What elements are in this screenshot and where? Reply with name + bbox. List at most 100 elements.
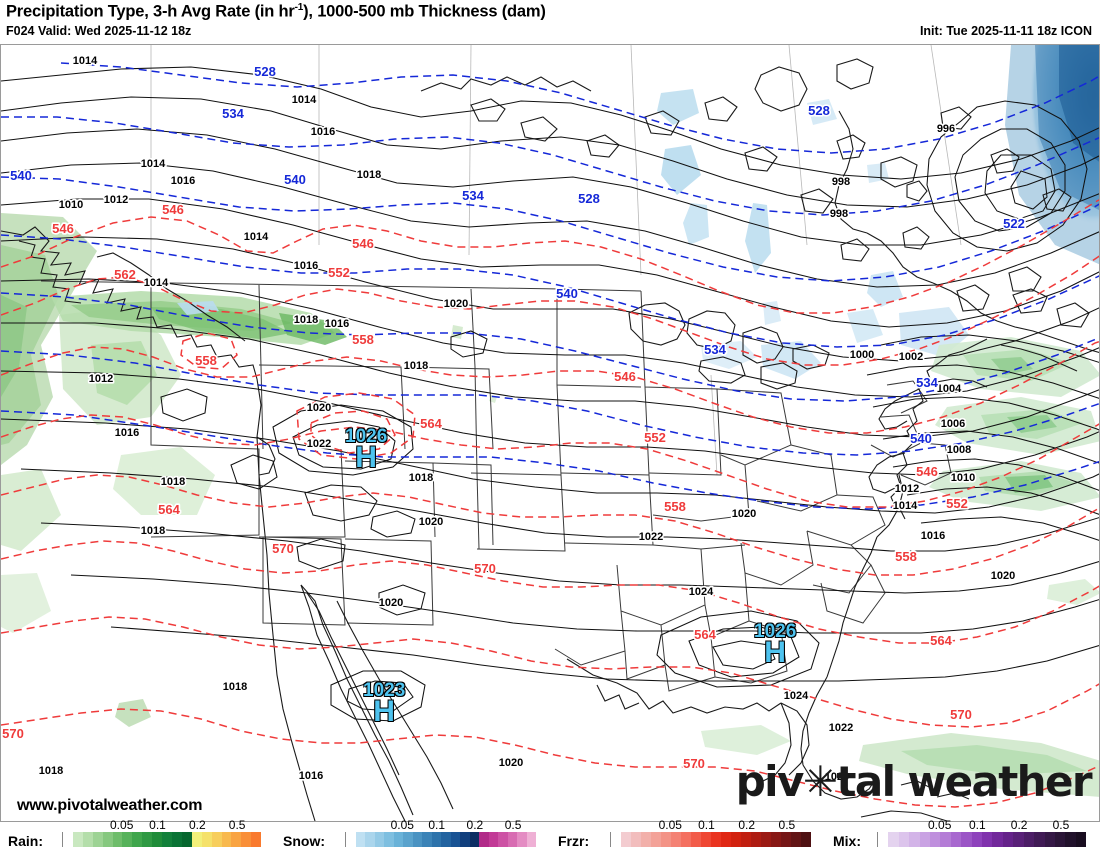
- legend-swatch: [479, 832, 489, 847]
- isobar-label: 1020: [444, 298, 468, 310]
- thickness-label-blue: 522: [1003, 216, 1025, 231]
- legend-tick-label: 0.2: [1010, 818, 1028, 832]
- legend-swatch: [526, 832, 536, 847]
- star-icon: ✳: [802, 757, 838, 806]
- isobar-label: 1018: [357, 169, 381, 181]
- legend-swatch: [751, 832, 761, 847]
- isobar-label: 1020: [307, 402, 331, 414]
- isobar-label: 1014: [893, 500, 918, 512]
- thickness-label-red: 558: [352, 332, 374, 347]
- legend-swatch: [122, 832, 133, 847]
- legend-swatch: [384, 832, 394, 847]
- thickness-blue-label-group: 528 534 540 534 528 528 540 534 522 534 540 540: [9, 62, 1027, 447]
- isobar-contours: [1, 66, 1099, 722]
- legend-colorbar-rain[interactable]: [62, 832, 262, 847]
- isobar-label: 1018: [39, 765, 63, 777]
- thickness-label-red: 570: [683, 756, 705, 771]
- isobar-label: 1018: [161, 476, 185, 488]
- isobar-label: 1014: [73, 55, 98, 67]
- thickness-label-red: 564: [930, 633, 952, 648]
- legend-swatch: [691, 832, 701, 847]
- legend-tick-label: 0.5: [1052, 818, 1070, 832]
- legend-swatch: [431, 832, 441, 847]
- legend-tick-label: 0.2: [188, 818, 206, 832]
- isobar-label: 1022: [307, 438, 331, 450]
- legend-colorbar-mix[interactable]: [877, 832, 1087, 847]
- isobar-label: 1014: [244, 231, 269, 243]
- isobar-label: 1010: [951, 472, 975, 484]
- isobar-label: 998: [832, 176, 850, 188]
- legend-colorbar-snow[interactable]: [345, 832, 536, 847]
- forecast-valid-time: F024 Valid: Wed 2025-11-12 18z: [6, 24, 192, 38]
- isobar-label: 1016: [294, 260, 318, 272]
- thickness-label-blue: 540: [556, 286, 578, 301]
- legend-label-frzr: Frzr:: [558, 833, 590, 849]
- legend-swatch: [1075, 832, 1087, 847]
- legend-swatch: [374, 832, 384, 847]
- thickness-label-blue: 540: [910, 431, 932, 446]
- thickness-label-blue: 528: [578, 191, 600, 206]
- legend-swatch: [1044, 832, 1055, 847]
- thickness-label-red: 570: [474, 561, 496, 576]
- legend-swatch: [365, 832, 375, 847]
- legend-swatch: [355, 832, 365, 847]
- legend-ticks-mix: 0.05 0.1 0.2 0.5: [877, 818, 1086, 832]
- thickness-label-blue: 528: [254, 64, 276, 79]
- legend-swatch: [181, 832, 192, 847]
- isobar-label: 1016: [311, 126, 335, 138]
- legend-swatch: [888, 832, 899, 847]
- legend-swatch: [681, 832, 691, 847]
- isobar-label: 1016: [115, 427, 139, 439]
- legend-swatch: [152, 832, 163, 847]
- legend-swatch: [412, 832, 422, 847]
- isobar-label-group: 1014 1014 1016 1014 1016 1018 1010 1012 1014 1014…: [37, 53, 1017, 784]
- map-graphics: [1, 45, 1099, 821]
- thickness-label-red: 570: [2, 726, 24, 741]
- legend-swatch: [488, 832, 498, 847]
- map-canvas[interactable]: 1014 1014 1016 1014 1016 1018 1010 1012 1014 1014…: [0, 44, 1100, 822]
- legend-swatch: [403, 832, 413, 847]
- legend-swatch: [201, 832, 212, 847]
- isobar-label: 1018: [404, 360, 428, 372]
- thickness-label-red: 558: [195, 353, 217, 368]
- legend-swatch: [711, 832, 721, 847]
- legend-swatch: [251, 832, 262, 847]
- legend-swatch: [1034, 832, 1045, 847]
- isobar-label: 1008: [947, 444, 971, 456]
- legend-tick-label: 0.05: [110, 818, 134, 832]
- legend-swatch: [393, 832, 403, 847]
- isobar-label: 1020: [499, 757, 523, 769]
- brand-watermark: piv✳tal weather: [736, 757, 1093, 806]
- thickness-label-red: 562: [114, 267, 136, 282]
- legend-swatch: [498, 832, 508, 847]
- legend-label-snow: Snow:: [283, 833, 325, 849]
- legend-swatch: [940, 832, 951, 847]
- legend-swatch: [781, 832, 791, 847]
- legend-swatch: [641, 832, 651, 847]
- thickness-label-red: 564: [420, 416, 442, 431]
- legend-swatch: [162, 832, 172, 847]
- legend-swatch: [992, 832, 1003, 847]
- legend-swatch: [1065, 832, 1076, 847]
- legend-colorbar-frzr[interactable]: [610, 832, 811, 847]
- legend-tick-label: 0.1: [698, 818, 715, 832]
- map-header: Precipitation Type, 3-h Avg Rate (in hr-…: [0, 0, 1100, 44]
- legend-swatch: [450, 832, 460, 847]
- legend-swatch: [950, 832, 962, 847]
- isobar-label: 1018: [223, 681, 247, 693]
- thickness-label-red: 570: [950, 707, 972, 722]
- legend-swatch: [801, 832, 811, 847]
- legend-group-frzr: Frzr: 0.05 0.1 0.2 0.5: [550, 818, 825, 850]
- coastlines: [1, 58, 1099, 821]
- isobar-label: 1012: [895, 483, 919, 495]
- legend-swatch: [771, 832, 781, 847]
- legend-swatch: [930, 832, 941, 847]
- thickness-label-red: 546: [352, 236, 374, 251]
- legend-swatch: [898, 832, 910, 847]
- title-main: Precipitation Type, 3-h Avg Rate (in hr: [6, 2, 295, 21]
- legend-swatch: [441, 832, 451, 847]
- legend-tick-label: 0.2: [466, 818, 484, 832]
- thickness-red-label-group: 5465465625465525585585465525645585645705…: [1, 200, 973, 772]
- legend-swatch: [102, 832, 113, 847]
